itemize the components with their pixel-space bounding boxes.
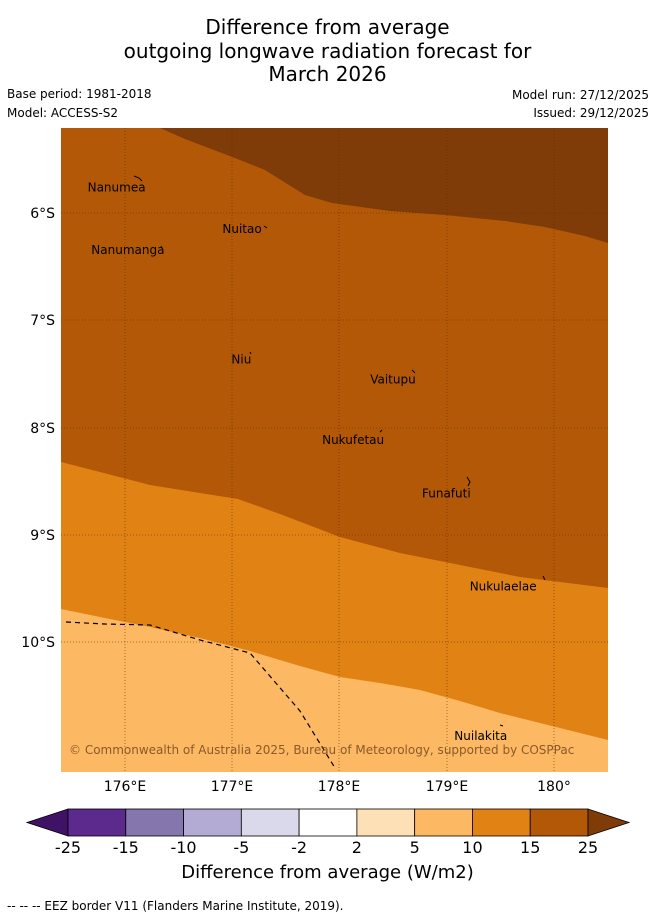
- footnote: -- -- -- EEZ border V11 (Flanders Marine…: [7, 899, 344, 913]
- island-nukufetau: [379, 429, 383, 433]
- colorbar-swatch: [183, 808, 242, 837]
- lon-tick-178: 178°E: [318, 779, 361, 795]
- island-nuilakita: [499, 724, 504, 727]
- colorbar-tick-label: -2: [291, 838, 308, 857]
- model-run: Model run: 27/12/2025: [511, 88, 649, 102]
- anomaly-field: [61, 128, 608, 772]
- colorbar-swatch: [298, 808, 358, 837]
- lon-tick-179: 179°E: [426, 779, 469, 795]
- latitude-ticks: 6°S 7°S 8°S 9°S 10°S: [21, 206, 55, 651]
- colorbar-swatch: [67, 808, 127, 837]
- colorbar-tick-label: 15: [520, 838, 541, 857]
- island-nukulaelae: [542, 575, 546, 581]
- title-line-3: March 2026: [268, 62, 387, 86]
- colorbar-swatch: [414, 808, 473, 837]
- eez-border: [65, 621, 336, 769]
- colorbar: [25, 808, 631, 837]
- title-line-1: Difference from average: [205, 15, 450, 39]
- colorbar-tick-label: -5: [233, 838, 250, 857]
- colorbar-tick-label: 5: [409, 838, 420, 857]
- colorbar-swatch: [472, 808, 531, 837]
- island-nuitao: [263, 225, 268, 229]
- place-label-nanumanga: Nanumanga: [91, 243, 164, 257]
- graticule: [61, 128, 608, 772]
- island-vaitupu: [411, 369, 416, 374]
- chart-title: Difference from average outgoing longwav…: [0, 15, 655, 87]
- lat-tick-10: 10°S: [21, 635, 55, 651]
- place-labels: Nanumea Nuitao Nanumanga Niu Vaitupu Nukufeta…: [88, 181, 537, 743]
- colorbar-swatch: [240, 808, 300, 837]
- lat-tick-7: 7°S: [30, 313, 55, 329]
- place-label-funafuti: Funafuti: [422, 486, 471, 500]
- colorbar-extend-low: [25, 808, 69, 837]
- place-label-vaitupu: Vaitupu: [370, 373, 416, 387]
- place-label-nukulaelae: Nukulaelae: [470, 580, 537, 594]
- lat-tick-8: 8°S: [30, 421, 55, 437]
- copyright-text: © Commonwealth of Australia 2025, Bureau…: [69, 743, 574, 757]
- colorbar-tick-label: 10: [462, 838, 483, 857]
- colorbar-tick-label: -15: [112, 838, 139, 857]
- colorbar-extend-high: [587, 808, 631, 837]
- colorbar-swatch: [529, 808, 589, 837]
- colorbar-tick-label: -25: [54, 838, 82, 857]
- lat-tick-9: 9°S: [30, 528, 55, 544]
- base-period: Base period: 1981-2018: [7, 87, 152, 101]
- model-name: Model: ACCESS-S2: [7, 106, 119, 120]
- place-label-niu: Niu: [231, 352, 251, 366]
- island-nanumea: [133, 175, 143, 182]
- place-label-nuitao: Nuitao: [222, 222, 261, 236]
- band-gt-25: [150, 128, 608, 243]
- lon-tick-177: 177°E: [211, 779, 254, 795]
- band-5-10: [61, 609, 608, 772]
- colorbar-tick-label: -10: [170, 838, 197, 857]
- island-funafuti: [466, 476, 471, 487]
- issued-date: Issued: 29/12/2025: [533, 106, 649, 120]
- colorbar-tick-label: 25: [577, 838, 599, 857]
- island-outlines: [133, 175, 546, 727]
- title-line-2: outgoing longwave radiation forecast for: [123, 38, 532, 63]
- island-niu: [249, 351, 252, 355]
- place-label-nuilakita: Nuilakita: [454, 729, 507, 743]
- place-label-nanumea: Nanumea: [88, 181, 146, 195]
- lon-tick-176: 176°E: [104, 779, 147, 795]
- longitude-ticks: 176°E 177°E 178°E 179°E 180°: [104, 779, 571, 795]
- lat-tick-6: 6°S: [30, 206, 55, 222]
- colorbar-tick-label: 2: [351, 838, 362, 857]
- colorbar-swatch: [356, 808, 416, 837]
- colorbar-label: Difference from average (W/m2): [181, 862, 474, 883]
- lon-tick-180: 180°: [537, 779, 571, 795]
- island-nanumanga: [160, 245, 163, 249]
- colorbar-swatch: [125, 808, 184, 837]
- place-label-nukufetau: Nukufetau: [322, 433, 384, 447]
